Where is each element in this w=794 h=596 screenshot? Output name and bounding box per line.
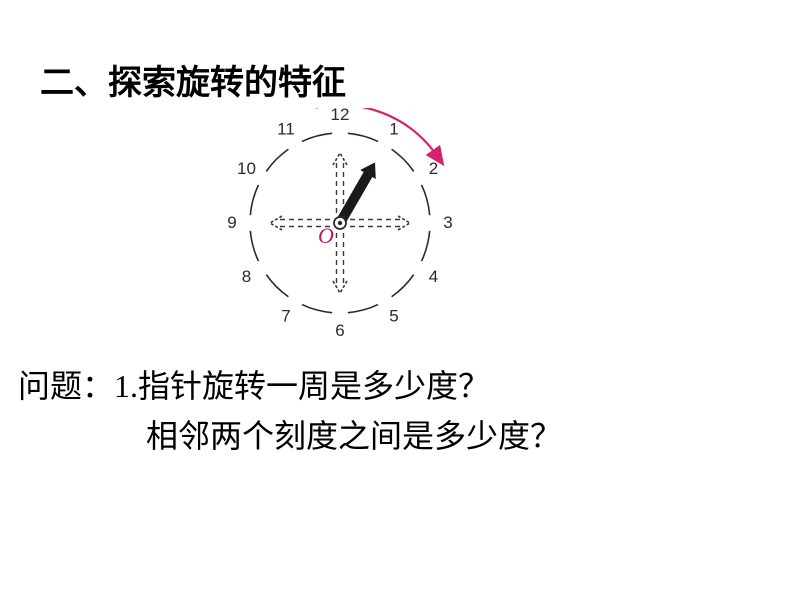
svg-text:12: 12: [331, 108, 350, 124]
question-1-text: 1.指针旋转一周是多少度？: [114, 368, 490, 404]
svg-text:10: 10: [237, 159, 256, 178]
question-prefix: 问题：: [18, 368, 114, 404]
clock-svg: 121234567891011: [200, 108, 500, 348]
svg-text:3: 3: [443, 213, 452, 232]
svg-text:7: 7: [281, 307, 290, 326]
svg-text:11: 11: [277, 119, 295, 138]
svg-text:8: 8: [242, 267, 251, 286]
center-label: O: [318, 223, 334, 249]
svg-text:5: 5: [389, 307, 398, 326]
clock-diagram: 121234567891011 O: [200, 108, 460, 338]
svg-text:9: 9: [227, 213, 236, 232]
svg-text:2: 2: [429, 159, 438, 178]
svg-text:6: 6: [335, 321, 344, 340]
question-line-2: 相邻两个刻度之间是多少度？: [146, 412, 562, 462]
question-block: 问题：1.指针旋转一周是多少度？ 相邻两个刻度之间是多少度？: [18, 362, 562, 461]
question-line-1: 问题：1.指针旋转一周是多少度？: [18, 362, 562, 412]
svg-text:1: 1: [389, 119, 398, 138]
svg-text:4: 4: [429, 267, 438, 286]
section-heading: 二、探索旋转的特征: [40, 55, 346, 104]
